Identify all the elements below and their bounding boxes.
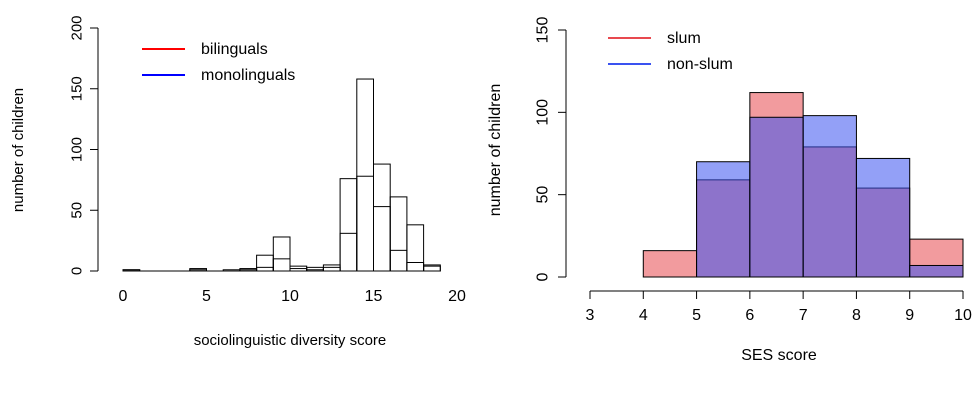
x-tick-label: 10 [954,307,972,324]
y-tick-label: 150 [69,76,86,101]
histogram-bar [273,259,290,271]
histogram-bar [257,267,274,271]
y-tick-label: 150 [535,17,552,44]
left-legend: bilinguals monolinguals [142,41,295,84]
histogram-bar [340,179,357,271]
histogram-bar [390,197,407,271]
histogram-bar [374,207,391,271]
y-tick-label: 100 [69,137,86,162]
x-tick-label: 0 [119,288,128,305]
chart-left: 0 50 100 150 200 0 5 10 15 20 number of children… [10,15,466,349]
histogram-bar [750,117,803,277]
histogram-bar [407,262,424,271]
histogram-bar [340,233,357,271]
x-tick-label: 5 [202,288,211,305]
histogram-bar [643,251,696,277]
x-tick-label: 15 [365,288,383,305]
histogram-bar [307,267,324,271]
histogram-bar [290,269,307,271]
histogram-bar [424,266,441,271]
histogram-bar [856,158,909,277]
histogram-bar [240,270,257,271]
left-bars-bilinguals [123,176,440,271]
histogram-bar [273,237,290,271]
x-tick-label: 6 [745,307,754,324]
x-tick-label: 5 [692,307,701,324]
legend-label-monolinguals: monolinguals [201,67,295,84]
histogram-bar [697,162,750,277]
y-tick-label: 50 [535,186,552,204]
right-x-axis-label: SES score [741,347,817,364]
x-tick-label: 8 [852,307,861,324]
histogram-bar [123,270,140,271]
legend-label-bilinguals: bilinguals [201,41,268,58]
right-legend: slum non-slum [608,30,733,73]
y-tick-label: 0 [535,272,552,281]
histogram-bar [803,116,856,277]
left-bars-monolinguals [123,79,440,271]
right-x-ticks: 3 4 5 6 7 8 9 10 [586,291,972,324]
y-tick-label: 100 [535,99,552,126]
histogram-bar [357,176,374,271]
x-tick-label: 7 [799,307,808,324]
histogram-bar [407,225,424,271]
histogram-bar [257,255,274,271]
histogram-bar [323,267,340,271]
y-tick-label: 50 [69,202,86,219]
x-tick-label: 3 [586,307,595,324]
histogram-bar [190,270,207,271]
legend-label-non-slum: non-slum [667,56,733,73]
histogram-bar [374,164,391,271]
histogram-bar [390,250,407,271]
histogram-bar [357,79,374,271]
x-tick-label: 20 [448,288,466,305]
histogram-bar [323,265,340,271]
left-y-ticks: 0 50 100 150 200 [69,15,99,275]
y-tick-label: 0 [69,267,86,275]
left-y-axis-label: number of children [10,88,27,212]
left-x-ticks: 0 5 10 15 20 [119,288,466,305]
y-tick-label: 200 [69,15,86,40]
right-y-axis-label: number of children [487,84,504,217]
histogram-bar [307,270,324,271]
chart-right: 0 50 100 150 3 4 5 6 7 8 9 10 number of children S… [487,17,972,364]
x-tick-label: 10 [281,288,299,305]
x-tick-label: 9 [905,307,914,324]
x-tick-label: 4 [639,307,648,324]
histogram-bar [910,265,963,277]
left-x-axis-label: sociolinguistic diversity score [194,332,387,349]
legend-label-slum: slum [667,30,701,47]
right-y-ticks: 0 50 100 150 [535,17,567,282]
